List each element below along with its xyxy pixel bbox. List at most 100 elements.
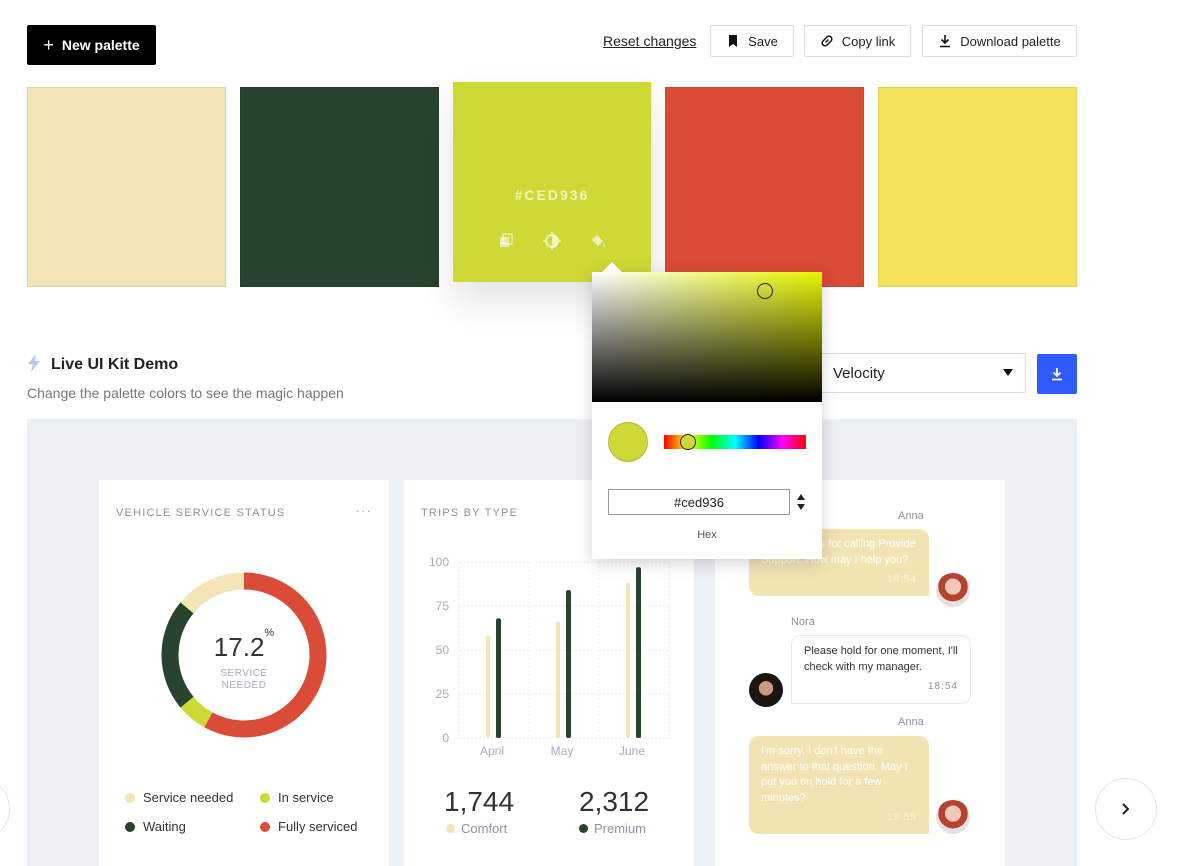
chat-message-time: 18:54 bbox=[886, 574, 917, 585]
paint-bucket-icon[interactable] bbox=[589, 232, 607, 250]
premium-total-label: Premium bbox=[579, 821, 646, 836]
donut-label-line1: SERVICE bbox=[220, 668, 268, 679]
legend-label: Waiting bbox=[143, 819, 186, 834]
bar-premium-june bbox=[636, 567, 641, 738]
format-toggle-icon[interactable] bbox=[795, 491, 807, 513]
chat-message-text: I'm sorry, I don't have the answer to th… bbox=[761, 745, 908, 804]
y-tick-label: 75 bbox=[436, 599, 450, 613]
swatch-2[interactable] bbox=[240, 87, 439, 287]
color-preview bbox=[608, 422, 648, 462]
avatar-anna bbox=[936, 573, 970, 607]
legend-dot bbox=[260, 821, 270, 832]
download-icon bbox=[1052, 368, 1062, 381]
legend-service-needed: Service needed bbox=[125, 790, 233, 805]
download-palette-button[interactable]: Download palette bbox=[922, 25, 1077, 57]
theme-select-value: Velocity bbox=[833, 364, 885, 382]
hex-input[interactable] bbox=[608, 489, 790, 515]
bookmark-icon bbox=[729, 35, 738, 47]
link-icon bbox=[821, 35, 833, 47]
carousel-prev-button[interactable] bbox=[0, 778, 10, 840]
theme-select[interactable]: Velocity bbox=[820, 353, 1026, 393]
new-palette-label: New palette bbox=[61, 37, 140, 53]
color-picker-popup: Hex bbox=[592, 262, 822, 559]
download-palette-label: Download palette bbox=[960, 33, 1061, 49]
swatch-hex-label: #CED936 bbox=[514, 187, 590, 203]
chat-message-time: 18:55 bbox=[886, 812, 917, 823]
donut-value: 17.2% bbox=[159, 627, 329, 663]
plus-icon: + bbox=[43, 35, 54, 55]
donut-segment bbox=[161, 602, 194, 708]
reset-changes-link[interactable]: Reset changes bbox=[603, 33, 697, 49]
contrast-icon[interactable] bbox=[543, 232, 561, 250]
stat-label: Comfort bbox=[461, 821, 508, 836]
saturation-area[interactable] bbox=[592, 272, 822, 402]
chat-sender-name: Anna bbox=[898, 716, 924, 728]
more-icon[interactable]: ··· bbox=[355, 502, 372, 518]
y-tick-label: 50 bbox=[436, 643, 450, 657]
swatch-5[interactable] bbox=[878, 87, 1077, 287]
donut-chart: 17.2% SERVICE NEEDED bbox=[159, 570, 329, 740]
legend-dot bbox=[125, 821, 135, 832]
swatch-4[interactable] bbox=[665, 87, 864, 287]
y-tick-label: 100 bbox=[429, 555, 449, 569]
bar-comfort-april bbox=[486, 635, 490, 738]
new-palette-button[interactable]: + New palette bbox=[27, 25, 156, 65]
legend-dot bbox=[446, 824, 455, 833]
donut-segment bbox=[204, 572, 327, 738]
swatch-3-active[interactable]: #CED936 bbox=[453, 82, 651, 282]
donut-segment bbox=[180, 572, 245, 614]
save-button[interactable]: Save bbox=[710, 25, 794, 57]
donut-value-unit: % bbox=[264, 627, 275, 640]
bar-chart: 0 25 50 75 100 April May June bbox=[429, 555, 670, 758]
y-tick-label: 0 bbox=[442, 731, 449, 745]
x-tick-label: April bbox=[480, 744, 504, 758]
legend-dot bbox=[579, 824, 588, 833]
donut-label-line2: NEEDED bbox=[221, 680, 267, 691]
y-tick-label: 25 bbox=[436, 687, 450, 701]
legend-dot bbox=[260, 792, 270, 803]
legend-in-service: In service bbox=[260, 790, 334, 805]
comfort-total-label: Comfort bbox=[446, 821, 507, 836]
save-label: Save bbox=[748, 33, 778, 49]
chat-message-text: Please hold for one moment, I'll check w… bbox=[804, 645, 958, 673]
chat-message: Please hold for one moment, I'll check w… bbox=[791, 635, 971, 704]
chevron-right-icon bbox=[1122, 803, 1130, 815]
copy-icon[interactable] bbox=[497, 232, 515, 250]
premium-total: 2,312 bbox=[579, 786, 650, 817]
legend-label: In service bbox=[278, 790, 334, 805]
legend-waiting: Waiting bbox=[125, 819, 186, 834]
chat-sender-name: Nora bbox=[791, 616, 815, 628]
hue-slider-handle[interactable] bbox=[680, 434, 696, 450]
donut-value-number: 17.2 bbox=[213, 632, 265, 662]
legend-dot bbox=[125, 792, 135, 803]
comfort-total: 1,744 bbox=[444, 786, 515, 817]
section-title: Live UI Kit Demo bbox=[51, 356, 179, 373]
card-title: VEHICLE SERVICE STATUS bbox=[116, 507, 286, 519]
saturation-handle[interactable] bbox=[757, 283, 773, 299]
download-kit-button[interactable] bbox=[1037, 354, 1077, 394]
bar-premium-may bbox=[566, 590, 571, 738]
chat-card: Anna Hi, thank you for calling Provide S… bbox=[715, 480, 1005, 866]
bolt-icon bbox=[28, 354, 40, 372]
copy-link-button[interactable]: Copy link bbox=[804, 25, 911, 57]
donut-label: SERVICE NEEDED bbox=[159, 668, 329, 692]
hue-slider[interactable] bbox=[664, 435, 806, 449]
bar-comfort-june bbox=[626, 583, 630, 738]
chat-message: I'm sorry, I don't have the answer to th… bbox=[749, 736, 929, 834]
copy-link-label: Copy link bbox=[841, 33, 896, 49]
legend-label: Fully serviced bbox=[278, 819, 358, 834]
section-subtitle: Change the palette colors to see the mag… bbox=[27, 385, 344, 401]
x-tick-label: June bbox=[619, 744, 645, 758]
bar-comfort-may bbox=[556, 621, 560, 738]
swatch-1[interactable] bbox=[27, 87, 226, 287]
color-format-label: Hex bbox=[697, 529, 717, 541]
legend-label: Service needed bbox=[143, 790, 234, 805]
card-title: TRIPS BY TYPE bbox=[421, 507, 519, 519]
avatar-nora bbox=[749, 673, 783, 707]
avatar-anna bbox=[936, 800, 970, 834]
legend-fully-serviced: Fully serviced bbox=[260, 819, 357, 834]
carousel-next-button[interactable] bbox=[1095, 778, 1157, 840]
stat-label: Premium bbox=[594, 821, 647, 836]
vehicle-service-card: VEHICLE SERVICE STATUS ··· 17.2% SERVICE… bbox=[99, 480, 389, 866]
donut-segment bbox=[180, 696, 213, 728]
